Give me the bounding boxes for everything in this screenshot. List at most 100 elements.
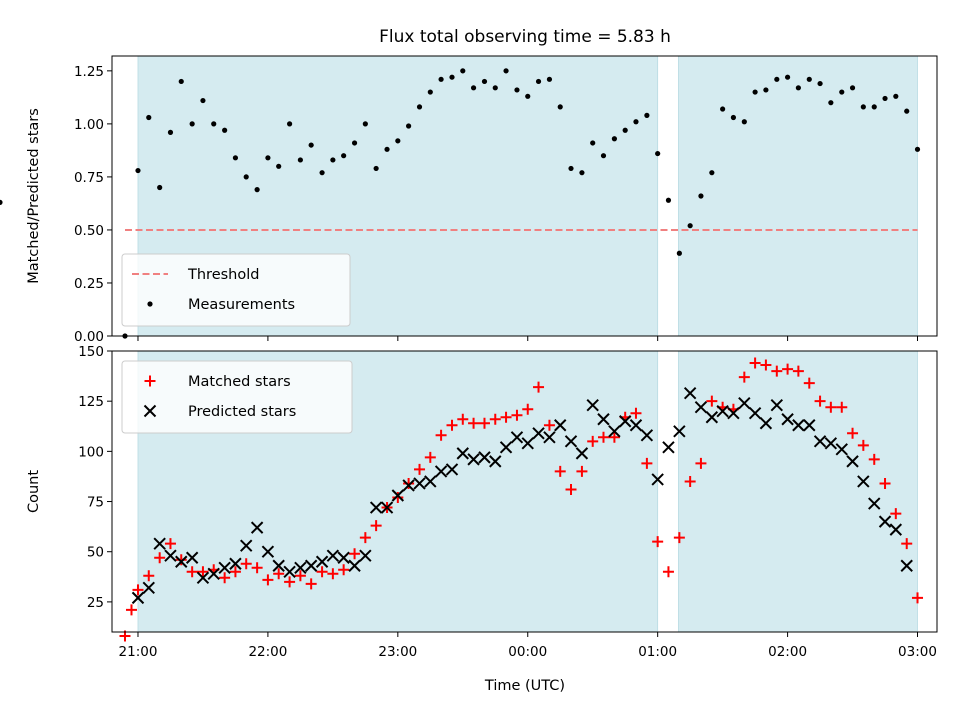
- data-point: [478, 417, 490, 429]
- data-point: [283, 565, 296, 578]
- x-tick-label: 02:00: [768, 644, 807, 660]
- data-point: [406, 123, 412, 129]
- data-point: [618, 415, 632, 428]
- data-point: [752, 89, 758, 95]
- data-point: [373, 165, 379, 172]
- data-point: [912, 592, 924, 604]
- data-point: [229, 557, 242, 570]
- data-point: [587, 435, 599, 447]
- data-point: [164, 538, 176, 550]
- bottom-y-axis-label: Count: [26, 470, 42, 513]
- data-point: [622, 127, 628, 133]
- data-point: [391, 489, 405, 502]
- y-tick-label: 0.25: [74, 276, 104, 292]
- data-point: [871, 104, 877, 110]
- data-point: [652, 536, 664, 548]
- data-point: [261, 545, 275, 558]
- data-point: [337, 551, 350, 564]
- data-point: [251, 562, 263, 574]
- data-point: [665, 197, 672, 203]
- data-point: [492, 85, 498, 91]
- data-point: [611, 136, 618, 142]
- data-point: [229, 566, 241, 578]
- data-point: [142, 581, 155, 595]
- data-point: [554, 419, 567, 432]
- data-point: [319, 170, 325, 176]
- data-point: [655, 150, 661, 157]
- observing-interval: [678, 56, 918, 336]
- legend-label: Measurements: [188, 297, 295, 313]
- data-point: [272, 559, 285, 572]
- data-point: [590, 140, 596, 146]
- data-point: [857, 439, 869, 451]
- data-point: [481, 78, 488, 85]
- data-point: [683, 386, 697, 400]
- data-point: [132, 584, 144, 596]
- data-point: [784, 74, 791, 80]
- data-point: [803, 419, 816, 432]
- data-point: [369, 501, 383, 514]
- data-point: [893, 93, 899, 99]
- data-point: [716, 405, 729, 418]
- data-point: [738, 396, 751, 410]
- data-point: [770, 398, 784, 412]
- data-point: [416, 104, 423, 110]
- x-tick-label: 22:00: [248, 644, 287, 660]
- data-point: [370, 520, 382, 532]
- data-point: [889, 523, 903, 536]
- data-point: [706, 395, 718, 407]
- x-tick-label: 01:00: [638, 644, 677, 660]
- data-point: [273, 568, 285, 580]
- data-point: [254, 187, 260, 193]
- data-point: [380, 501, 394, 514]
- data-point: [727, 407, 740, 420]
- data-point: [402, 479, 415, 492]
- data-point: [395, 138, 401, 144]
- legend-swatch: [144, 375, 156, 387]
- data-point: [597, 431, 609, 443]
- data-point: [673, 425, 686, 438]
- data-point: [362, 121, 368, 127]
- data-point: [413, 477, 426, 490]
- data-point: [763, 87, 769, 93]
- data-point: [878, 515, 892, 528]
- data-point: [468, 417, 480, 429]
- count-panel: 25 50 75 100 125 150 21:00 22:00 23:00 00:00 01:00…: [78, 344, 938, 660]
- data-point: [427, 89, 433, 95]
- data-point: [449, 74, 455, 80]
- data-point: [222, 127, 228, 133]
- data-point: [633, 119, 639, 125]
- data-point: [189, 121, 195, 127]
- data-point: [676, 250, 682, 256]
- data-point: [211, 121, 217, 127]
- data-point: [424, 451, 436, 463]
- data-point: [600, 153, 607, 159]
- data-point: [901, 538, 913, 550]
- data-point: [218, 561, 231, 574]
- data-point: [435, 429, 447, 441]
- data-point: [890, 508, 902, 520]
- data-point: [835, 443, 848, 456]
- y-tick-label: 0.75: [74, 170, 104, 186]
- data-point: [294, 570, 306, 582]
- data-point: [153, 537, 166, 550]
- data-point: [813, 435, 827, 448]
- data-point: [384, 146, 390, 152]
- data-point: [143, 570, 155, 582]
- data-point: [522, 403, 534, 415]
- data-point: [565, 483, 577, 495]
- data-point: [445, 463, 459, 476]
- x-tick-label: 00:00: [508, 644, 547, 660]
- data-point: [294, 561, 307, 574]
- data-point: [576, 465, 588, 477]
- data-point: [315, 555, 329, 568]
- data-point: [760, 359, 772, 371]
- data-point: [730, 114, 737, 121]
- legend-swatch: [143, 404, 157, 418]
- data-point: [167, 129, 174, 135]
- data-point: [467, 453, 480, 466]
- data-point: [178, 78, 184, 85]
- data-point: [694, 400, 708, 414]
- data-point: [232, 155, 239, 161]
